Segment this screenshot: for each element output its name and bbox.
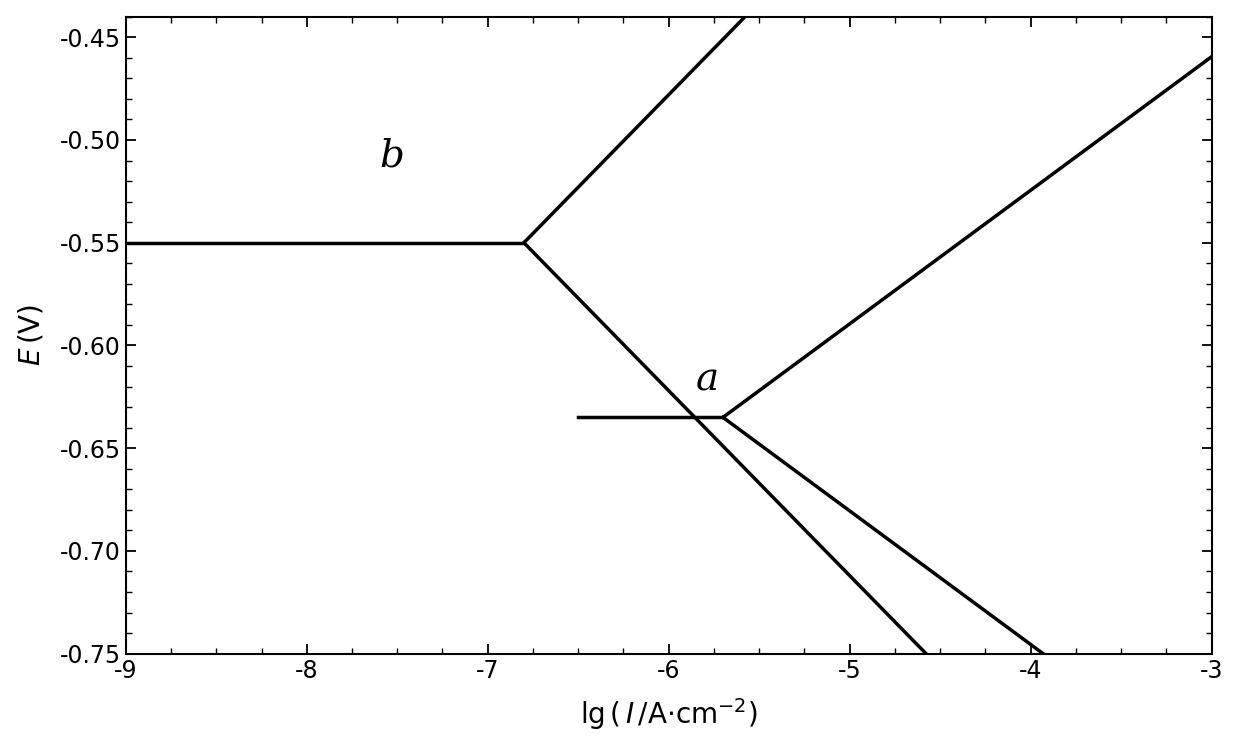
Text: a: a [696, 362, 719, 398]
Y-axis label: $E\,\mathrm{(V)}$: $E\,\mathrm{(V)}$ [16, 304, 46, 366]
X-axis label: lg$\,\left(\,I\,/\mathrm{A{\cdot}cm^{-2}}\right)$: lg$\,\left(\,I\,/\mathrm{A{\cdot}cm^{-2}… [580, 697, 758, 733]
Text: b: b [379, 138, 404, 175]
